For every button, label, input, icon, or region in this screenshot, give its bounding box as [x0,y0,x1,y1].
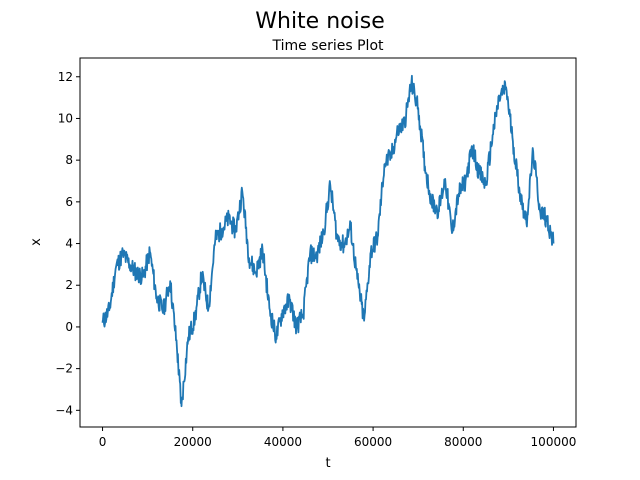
y-tick-label: −4 [55,403,73,417]
y-tick-label: 2 [65,278,73,292]
x-tick-label: 100000 [531,435,577,449]
y-axis-label: x [29,238,44,246]
ticks-layer: 0 20000 40000 60000 80000 100000 −4 −2 0 2 4 6 8 10 12 [55,70,576,449]
x-tick-label: 20000 [174,435,212,449]
y-tick-label: 6 [65,195,73,209]
x-tick-label: 0 [99,435,107,449]
figure-suptitle: White noise [255,9,384,34]
y-tick-label: 8 [65,153,73,167]
y-tick-label: 0 [65,320,73,334]
y-tick-label: 12 [58,70,73,84]
x-axis-label: t [325,456,330,471]
x-tick-label: 60000 [354,435,392,449]
line-layer [101,74,555,408]
y-tick-label: 10 [58,111,73,125]
x-tick-label: 40000 [264,435,302,449]
y-tick-label: −2 [55,362,73,376]
series-line-0 [101,74,555,408]
x-tick-label: 80000 [444,435,482,449]
axes-frame [79,57,577,428]
y-tick-label: 4 [65,237,73,251]
chart-title: Time series Plot [271,38,384,54]
